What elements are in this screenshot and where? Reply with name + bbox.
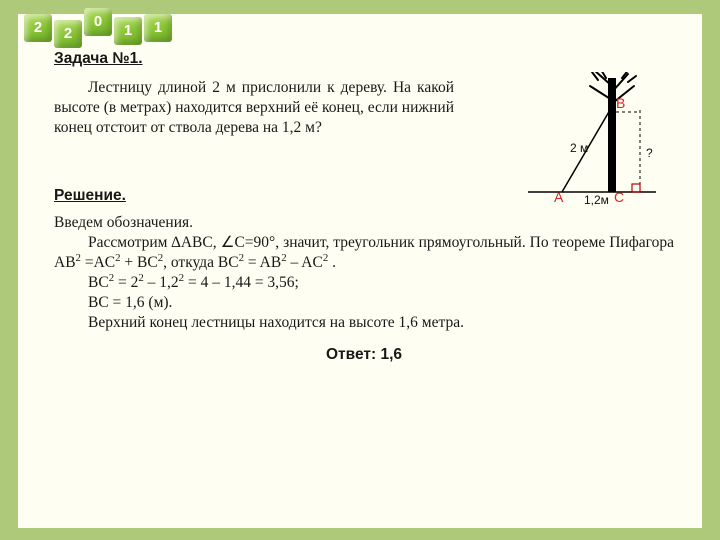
cube-3: 0 [84,8,112,36]
diagram-height-label: ? [646,146,653,160]
sol-l1d: + BC [121,254,158,271]
sol-l1c: =AC [81,254,115,271]
answer: Ответ: 1,6 [54,346,674,364]
cube-5: 1 [144,14,172,42]
sol-l1g: – AC [287,254,323,271]
sol-l1a: Рассмотрим ∆АВС, [88,234,221,251]
sol-l2d: = 4 – 1,44 = 3,56; [184,274,299,291]
diagram-ladder-label: 2 м [570,141,588,155]
sol-l2c: – 1,2 [144,274,179,291]
content-panel: 2 2 0 1 1 Задача №1. Лестницу длиной 2 м… [18,14,702,528]
diagram-B: В [616,95,625,111]
cube-1: 2 [24,14,52,42]
sol-l2b: = 2 [114,274,138,291]
solution-body: Введем обозначения. Рассмотрим ∆АВС, ∠С=… [54,213,674,332]
solution-intro: Введем обозначения. [54,214,193,231]
sol-l2a: BC [88,274,109,291]
cube-4: 1 [114,17,142,45]
problem-diagram: 2 м 1,2м ? А В С [522,72,662,212]
problem-title: Задача №1. [54,50,674,68]
sol-l1e: , откуда BC [163,254,238,271]
sol-l1f: = AB [244,254,281,271]
diagram-C: С [614,189,624,205]
cube-2: 2 [54,20,82,48]
sol-l4: Верхний конец лестницы находится на высо… [88,314,464,331]
diagram-A: А [554,189,564,205]
page-root: 2 2 0 1 1 Задача №1. Лестницу длиной 2 м… [0,0,720,540]
diagram-base-label: 1,2м [584,193,609,207]
problem-text: Лестницу длиной 2 м прислонили к дереву.… [54,78,454,137]
cubes-decoration: 2 2 0 1 1 [24,14,172,42]
sol-l1h: . [328,254,336,271]
sol-l3: BC = 1,6 (м). [88,294,172,311]
